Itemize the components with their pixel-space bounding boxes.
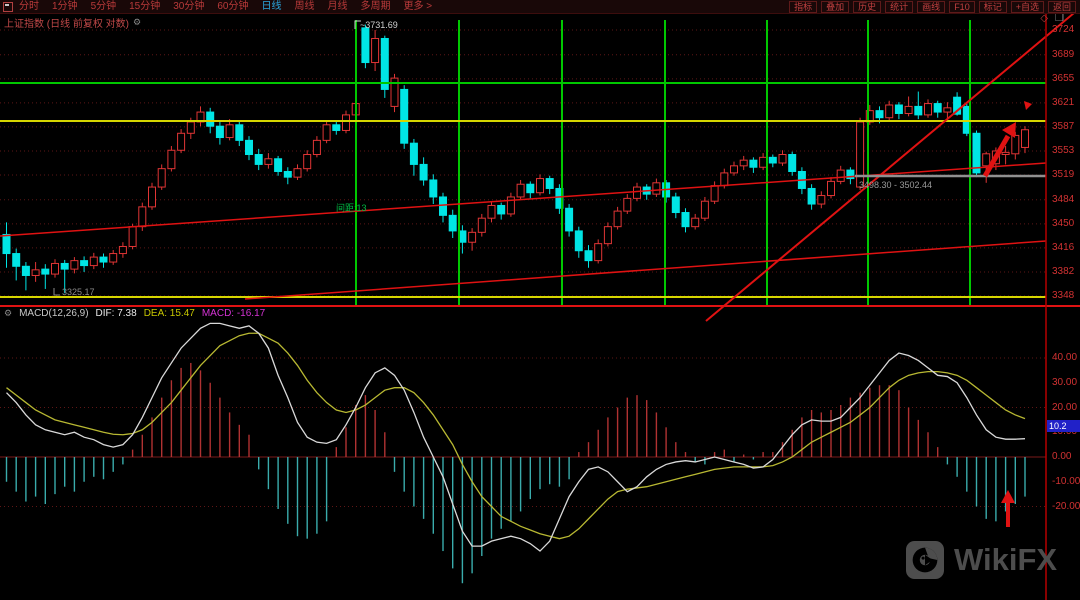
period-tab-多周期[interactable]: 多周期	[360, 1, 391, 12]
wikifx-text: WikiFX	[954, 542, 1058, 577]
wikifx-watermark: WikiFX	[906, 541, 1057, 579]
toolbar-button-F10[interactable]: F10	[949, 0, 975, 13]
price-tick-label: 3621	[1052, 96, 1075, 108]
price-tick-label: 3553	[1052, 144, 1075, 156]
window-grid-icon[interactable]	[3, 1, 13, 12]
macd-red-up-arrow-annotation	[1001, 490, 1015, 527]
price-tick-label: 3587	[1052, 120, 1075, 132]
macd-dea-value: DEA: 15.47	[143, 308, 195, 319]
price-tick-label: 3348	[1052, 290, 1075, 301]
low-price-annotation: 3325.17	[62, 287, 95, 297]
toolbar-button-+自选[interactable]: +自选	[1010, 0, 1044, 13]
price-tick-label: 3416	[1052, 241, 1075, 253]
instrument-name: 上证指数 (日线 前复权 对数)	[4, 19, 129, 30]
macd-tick-label: -10.00	[1052, 475, 1080, 487]
macd-hist-value: MACD: -16.17	[201, 308, 266, 319]
macd-tick-label: 30.00	[1052, 376, 1078, 388]
instrument-label: 上证指数 (日线 前复权 对数) ⚙	[4, 15, 141, 30]
chart-corner-icons: ◇ ❐	[1040, 13, 1064, 24]
wikifx-logo-icon	[906, 541, 944, 579]
maximize-icon[interactable]: ❐	[1055, 13, 1064, 24]
period-tab-15分钟[interactable]: 15分钟	[129, 1, 161, 12]
macd-dif-value: DIF: 7.38	[95, 308, 137, 319]
price-tick-label: 3450	[1052, 217, 1075, 229]
high-price-annotation: ~3731.69	[360, 20, 398, 30]
period-tab-5分钟[interactable]: 5分钟	[90, 1, 117, 12]
macd-indicator-name: MACD(12,26,9)	[19, 308, 89, 319]
macd-tick-label: 40.00	[1052, 352, 1078, 363]
period-tab-60分钟[interactable]: 60分钟	[217, 1, 249, 12]
period-tabs: 分时 1分钟 5分钟 15分钟 30分钟 60分钟 日线 周线 月线 多周期 更多 >	[19, 0, 432, 13]
price-tick-label: 3484	[1052, 193, 1075, 205]
diamond-icon[interactable]: ◇	[1040, 13, 1049, 24]
macd-tick-label: 0.00	[1052, 451, 1072, 462]
gear-icon[interactable]: ⚙	[133, 17, 142, 27]
gap-measure-annotation: 间距:13	[336, 203, 367, 213]
toolbar-buttons: 指标 叠加 历史 统计 画线 F10 标记 +自选 返回	[789, 0, 1076, 13]
small-red-mark-annotation	[1024, 101, 1032, 110]
period-tab-周线[interactable]: 周线	[294, 1, 315, 12]
macd-header: ⚙ MACD(12,26,9) DIF: 7.38 DEA: 15.47 MAC…	[4, 308, 265, 319]
period-tab-月线[interactable]: 月线	[327, 1, 348, 12]
toolbar-button-历史[interactable]: 历史	[853, 0, 882, 13]
period-tab-日线[interactable]: 日线	[261, 1, 282, 12]
period-tab-分时[interactable]: 分时	[19, 1, 39, 12]
price-tick-label: 3689	[1052, 48, 1075, 60]
macd-settings-icon[interactable]: ⚙	[4, 308, 13, 318]
macd-tick-label: -20.00	[1052, 500, 1080, 512]
period-tab-更多 >[interactable]: 更多 >	[403, 1, 433, 12]
macd-tick-label: 20.00	[1052, 401, 1078, 413]
range-zone-annotation: 3498.30 - 3502.44	[859, 180, 933, 190]
toolbar-button-画线[interactable]: 画线	[917, 0, 946, 13]
period-tab-1分钟[interactable]: 1分钟	[52, 1, 78, 12]
top-toolbar: 分时 1分钟 5分钟 15分钟 30分钟 60分钟 日线 周线 月线 多周期 更多 > 指标 叠加 历史…	[0, 0, 1080, 14]
price-tick-label: 3382	[1052, 265, 1075, 277]
toolbar-button-返回[interactable]: 返回	[1047, 0, 1076, 13]
price-tick-label: 3724	[1052, 24, 1075, 35]
price-tick-label: 3519	[1052, 169, 1075, 181]
toolbar-button-统计[interactable]: 统计	[885, 0, 914, 13]
toolbar-button-指标[interactable]: 指标	[789, 0, 818, 13]
toolbar-button-标记[interactable]: 标记	[978, 0, 1007, 13]
red-up-arrow-annotation	[982, 122, 1016, 178]
period-tab-30分钟[interactable]: 30分钟	[173, 1, 205, 12]
toolbar-button-叠加[interactable]: 叠加	[821, 0, 850, 13]
price-tick-label: 3655	[1052, 72, 1075, 84]
dif-value-badge: 10.2	[1047, 420, 1080, 432]
